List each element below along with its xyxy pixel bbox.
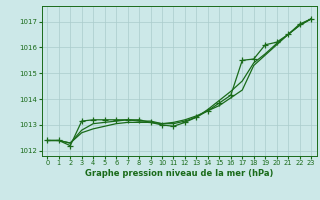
X-axis label: Graphe pression niveau de la mer (hPa): Graphe pression niveau de la mer (hPa): [85, 169, 273, 178]
